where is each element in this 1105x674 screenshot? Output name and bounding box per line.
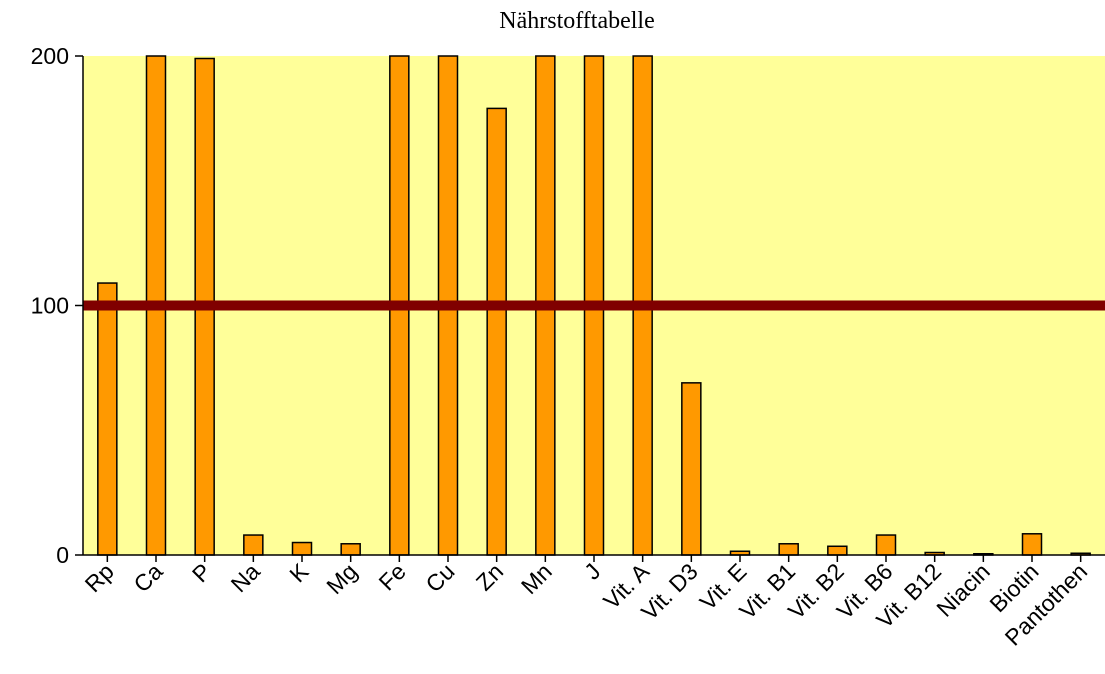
x-category-label: K — [284, 558, 314, 588]
x-category-label: Vit. D3 — [636, 558, 703, 625]
bar-vit-b1 — [778, 543, 799, 556]
bar-zn — [486, 107, 507, 556]
bar-mg — [340, 543, 361, 556]
x-category-label: Niacin — [931, 558, 995, 622]
x-category-label: Fe — [374, 558, 411, 595]
x-category-label: Zn — [471, 558, 508, 595]
x-category-label: Mg — [321, 558, 362, 599]
x-category-label: Rp — [80, 558, 119, 597]
y-tick-label: 200 — [31, 43, 69, 69]
bar-biotin — [1021, 533, 1043, 556]
y-tick-label: 100 — [31, 293, 69, 319]
x-category-label: Cu — [420, 558, 459, 597]
bar-na — [243, 534, 264, 556]
x-category-label: Na — [226, 558, 265, 597]
bar-rp — [97, 282, 118, 556]
bar-vit-d3 — [681, 382, 702, 556]
chart-title: Nährstofftabelle — [499, 8, 655, 34]
bar-vit-b6 — [875, 534, 897, 556]
x-category-label: Mn — [516, 558, 557, 599]
bar-k — [291, 541, 313, 556]
x-category-label: J — [579, 558, 606, 585]
x-category-label: Ca — [128, 558, 167, 597]
bar-vit-b2 — [827, 545, 848, 556]
x-category-label: P — [187, 558, 216, 587]
y-tick-label: 0 — [56, 542, 69, 568]
